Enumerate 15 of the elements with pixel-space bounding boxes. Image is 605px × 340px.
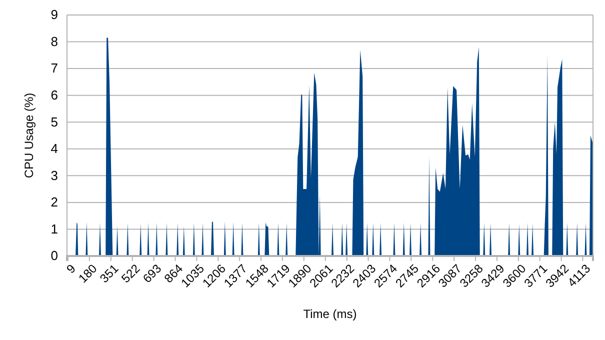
- y-tick-label: 7: [50, 60, 58, 76]
- y-tick-label: 9: [50, 7, 58, 22]
- y-tick-label: 1: [50, 221, 58, 236]
- y-tick-label: 8: [50, 34, 58, 49]
- x-axis-title: Time (ms): [303, 307, 357, 321]
- y-tick-label: 6: [50, 87, 58, 102]
- x-tick-label: 351: [97, 261, 122, 286]
- y-tick-label: 4: [50, 141, 58, 156]
- y-tick-label: 2: [50, 194, 58, 210]
- y-tick-label: 0: [50, 248, 58, 264]
- x-tick-label: 693: [140, 261, 164, 286]
- x-tick-label: 522: [118, 261, 143, 286]
- y-tick-label: 3: [50, 168, 58, 183]
- y-axis-title: CPU Usage (%): [22, 92, 36, 178]
- y-tick-label: 5: [50, 114, 58, 130]
